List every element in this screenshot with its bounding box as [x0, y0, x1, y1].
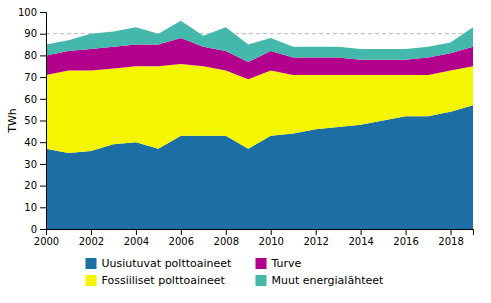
- x-tick: 2016: [393, 229, 418, 247]
- x-tick-label: 2018: [438, 236, 463, 247]
- x-tick-mark: [226, 229, 227, 235]
- x-axis-line: [47, 230, 474, 236]
- x-tick-mark: [271, 229, 272, 235]
- y-tick-mark: [40, 164, 46, 165]
- x-tick: 2014: [348, 229, 373, 247]
- x-tick-label: 2014: [348, 236, 373, 247]
- legend-swatch: [86, 275, 97, 286]
- y-tick-mark: [40, 55, 46, 56]
- x-tick-mark: [91, 229, 92, 235]
- plot: 2000200220042006200820102012201420162018…: [18, 7, 474, 247]
- area: [46, 21, 473, 62]
- legend-item: Uusiutuvat polttoaineet: [86, 257, 233, 270]
- y-tick-label: 90: [24, 28, 37, 39]
- legend-swatch: [256, 275, 267, 286]
- legend-label: Fossiiliset polttoaineet: [102, 274, 226, 287]
- y-tick-label: 60: [24, 94, 37, 105]
- x-tick-label: 2000: [34, 236, 59, 247]
- y-tick: 100: [18, 7, 46, 18]
- legend: Uusiutuvat polttoaineet Fossiiliset poltt…: [86, 257, 384, 287]
- y-tick-mark: [40, 186, 46, 187]
- x-axis: 2000 2002 2004 2006 2008 2010 2012 2014 2016 2018: [34, 229, 474, 247]
- y-tick-label: 40: [24, 137, 37, 148]
- x-tick-mark: [451, 229, 452, 235]
- legend-label: Uusiutuvat polttoaineet: [102, 257, 233, 270]
- y-tick-mark: [40, 12, 46, 13]
- y-tick: 0: [31, 224, 46, 235]
- x-tick: 2004: [124, 229, 149, 247]
- legend-item: Muut energialähteet: [256, 274, 384, 287]
- x-tick-label: 2002: [79, 236, 104, 247]
- y-axis-line: [40, 13, 47, 230]
- y-tick-label: 100: [18, 7, 37, 18]
- areas: [46, 21, 473, 229]
- x-tick: 2000: [34, 229, 59, 247]
- x-tick-mark: [361, 229, 362, 235]
- area: [46, 64, 473, 153]
- y-tick-label: 50: [24, 115, 37, 126]
- x-tick-mark: [316, 229, 317, 235]
- y-tick: 40: [24, 137, 46, 148]
- y-tick: 90: [24, 28, 46, 39]
- x-tick-mark: [136, 229, 137, 235]
- x-tick-label: 2008: [214, 236, 239, 247]
- x-tick-label: 2004: [124, 236, 149, 247]
- legend-swatch: [256, 258, 267, 269]
- x-tick-label: 2006: [169, 236, 194, 247]
- x-tick: 2012: [303, 229, 328, 247]
- x-tick-mark: [181, 229, 182, 235]
- y-tick-label: 30: [24, 159, 37, 170]
- y-axis-title: TWh: [6, 108, 19, 134]
- y-tick-mark: [40, 77, 46, 78]
- y-tick: 50: [24, 115, 46, 126]
- y-tick: 60: [24, 94, 46, 105]
- x-tick-label: 2012: [303, 236, 328, 247]
- y-tick-mark: [40, 207, 46, 208]
- legend-label: Turve: [271, 257, 302, 270]
- y-tick-mark: [40, 99, 46, 100]
- x-tick: 2018: [438, 229, 463, 247]
- y-tick-mark: [40, 229, 46, 230]
- chart: 2000200220042006200820102012201420162018…: [0, 0, 491, 303]
- x-tick-label: 2016: [393, 236, 418, 247]
- y-tick-mark: [40, 34, 46, 35]
- x-tick: 2010: [259, 229, 284, 247]
- legend-label: Muut energialähteet: [272, 274, 384, 287]
- x-tick-mark: [406, 229, 407, 235]
- y-tick-mark: [40, 142, 46, 143]
- y-tick: 70: [24, 72, 46, 83]
- x-tick: 2002: [79, 229, 104, 247]
- legend-item: Fossiiliset polttoaineet: [86, 274, 226, 287]
- x-tick-label: 2010: [259, 236, 284, 247]
- y-tick: 10: [24, 202, 46, 213]
- x-tick: 2008: [214, 229, 239, 247]
- y-tick-label: 80: [24, 50, 37, 61]
- legend-swatch: [86, 258, 97, 269]
- y-tick-label: 10: [24, 202, 37, 213]
- y-axis: 0 10 20 30 40 50 60 70 80 90 100: [18, 7, 47, 235]
- y-tick-label: 0: [31, 224, 37, 235]
- y-tick-mark: [40, 121, 46, 122]
- y-tick: 20: [24, 180, 46, 191]
- x-tick: 2006: [169, 229, 194, 247]
- y-tick-label: 70: [24, 72, 37, 83]
- y-tick-label: 20: [24, 180, 37, 191]
- y-tick: 80: [24, 50, 46, 61]
- y-tick: 30: [24, 159, 46, 170]
- legend-item: Turve: [256, 257, 302, 270]
